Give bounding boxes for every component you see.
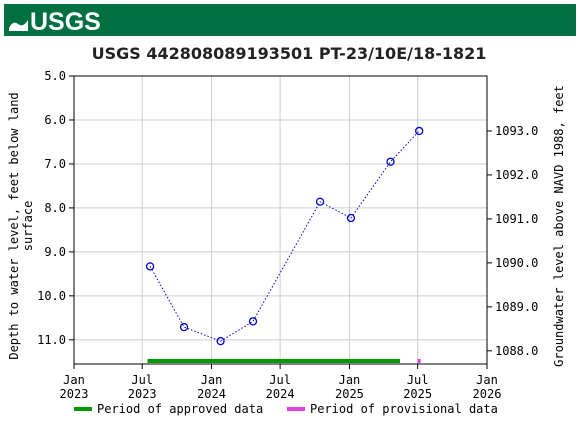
left-axis-label-line2: surface <box>21 201 35 252</box>
legend-swatch-approved <box>74 407 92 411</box>
x-tick-label-month: Jan <box>201 373 223 387</box>
right-y-tick-label: 1089.0 <box>495 300 538 314</box>
data-point <box>415 126 424 136</box>
chart-title: USGS 442808089193501 PT-23/10E/18-1821 <box>92 44 487 63</box>
left-y-tick-label: 9.0 <box>44 245 66 259</box>
right-y-tick-label: 1093.0 <box>495 124 538 138</box>
usgs-logo: USGS <box>9 8 101 36</box>
legend-swatch-provisional <box>287 407 305 411</box>
right-y-axis-ticks: 1093.0 1092.0 1091.0 1090.0 1089.0 1088.0 <box>487 124 538 358</box>
right-axis-label: Groundwater level above NAVD 1988, feet <box>552 85 566 367</box>
data-point <box>145 262 155 271</box>
approval-bar-provisional <box>417 359 421 363</box>
right-y-tick-label: 1092.0 <box>495 168 538 182</box>
x-tick-label-month: Jul <box>131 373 153 387</box>
left-y-tick-label: 7.0 <box>44 157 66 171</box>
left-axis-label-line1: Depth to water level, feet below land <box>7 92 21 359</box>
x-tick-label-month: Jan <box>339 373 361 387</box>
approval-bars <box>147 359 421 363</box>
left-y-tick-label: 11.0 <box>37 333 66 347</box>
approval-bar-approved <box>147 359 400 363</box>
legend-label-provisional: Period of provisional data <box>310 402 498 416</box>
usgs-banner: USGS <box>0 0 580 40</box>
left-y-axis-ticks: 5.0 6.0 7.0 8.0 9.0 10.0 11.0 <box>37 69 74 347</box>
right-y-tick-label: 1091.0 <box>495 212 538 226</box>
data-point <box>179 322 189 332</box>
data-point <box>386 157 395 166</box>
data-point <box>346 213 356 223</box>
data-point <box>216 336 225 346</box>
x-tick-label-year: 2024 <box>266 387 295 401</box>
right-y-tick-label: 1090.0 <box>495 256 538 270</box>
left-y-tick-label: 8.0 <box>44 201 66 215</box>
left-y-tick-label: 5.0 <box>44 69 66 83</box>
usgs-banner-graphic: USGS <box>4 4 576 36</box>
x-tick-label-year: 2023 <box>128 387 157 401</box>
wave-icon <box>9 20 28 31</box>
legend-label-approved: Period of approved data <box>97 402 263 416</box>
x-tick-label-year: 2025 <box>403 387 432 401</box>
data-point <box>315 197 325 206</box>
x-tick-label-month: Jul <box>269 373 291 387</box>
series-points-group <box>145 126 424 346</box>
x-axis-ticks: Jan2023Jul2023Jan2024Jul2024Jan2025Jul20… <box>60 364 502 401</box>
x-tick-label-year: 2023 <box>60 387 89 401</box>
banner-background <box>4 4 576 36</box>
x-tick-label-month: Jul <box>407 373 429 387</box>
usgs-logo-text: USGS <box>30 8 101 36</box>
grid-lines <box>73 75 488 364</box>
left-y-tick-label: 6.0 <box>44 113 66 127</box>
series-line-group <box>149 130 420 342</box>
series-line <box>149 130 420 342</box>
right-y-tick-label: 1088.0 <box>495 344 538 358</box>
legend: Period of approved data Period of provis… <box>74 402 498 416</box>
x-tick-label-month: Jan <box>476 373 498 387</box>
left-y-tick-label: 10.0 <box>37 289 66 303</box>
data-point <box>248 317 258 326</box>
x-tick-label-year: 2024 <box>197 387 226 401</box>
x-tick-label-year: 2026 <box>473 387 502 401</box>
x-tick-label-month: Jan <box>63 373 85 387</box>
x-tick-label-year: 2025 <box>335 387 364 401</box>
